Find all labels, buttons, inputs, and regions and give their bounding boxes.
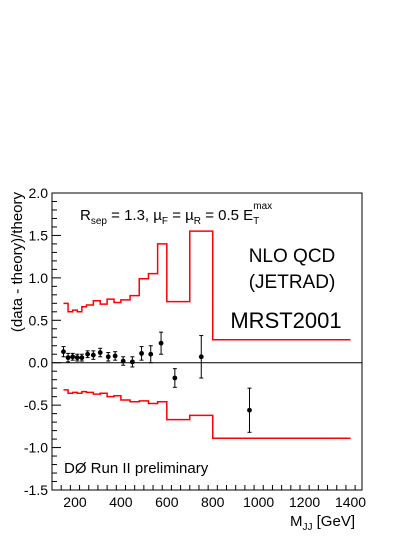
data-point bbox=[70, 352, 76, 361]
data-point bbox=[79, 353, 85, 362]
data-point bbox=[74, 353, 80, 362]
data-marker bbox=[112, 353, 118, 359]
upper-uncertainty-band bbox=[63, 230, 351, 341]
data-point bbox=[247, 387, 252, 433]
data-points bbox=[61, 331, 252, 433]
y-tick-label: 0.0 bbox=[29, 355, 49, 371]
data-marker bbox=[247, 407, 252, 413]
data-point bbox=[198, 335, 204, 379]
y-axis-ticks: -1.5 -1.0 -0.5 0.0 0.5 1.0 1.5 2.0 bbox=[24, 185, 61, 498]
data-point bbox=[172, 368, 178, 388]
data-marker bbox=[85, 351, 90, 357]
x-axis-ticks: 200 400 600 800 1000 1200 1400 bbox=[51, 485, 366, 510]
parameter-annotation: Rsep = 1.3, µF = µR = 0.5 ETmax bbox=[80, 201, 272, 227]
data-point bbox=[97, 347, 103, 358]
x-tick-label: 1200 bbox=[289, 494, 320, 510]
data-point bbox=[148, 345, 154, 364]
data-marker bbox=[74, 355, 80, 361]
lower-uncertainty-band bbox=[63, 389, 351, 439]
data-point bbox=[105, 352, 111, 362]
theory-uncertainty-bands bbox=[63, 230, 351, 439]
x-tick-label: 1000 bbox=[243, 494, 274, 510]
plot-frame bbox=[51, 192, 363, 491]
data-point bbox=[129, 356, 135, 368]
x-tick-label: 600 bbox=[155, 494, 179, 510]
data-marker bbox=[65, 355, 71, 361]
data-marker bbox=[148, 351, 154, 357]
data-marker bbox=[79, 355, 85, 361]
pdf-label: MRST2001 bbox=[230, 308, 341, 333]
x-tick-label: 1400 bbox=[335, 494, 366, 510]
y-tick-label: 0.5 bbox=[29, 312, 49, 328]
data-marker bbox=[97, 350, 103, 355]
data-marker bbox=[129, 359, 135, 365]
data-marker bbox=[105, 354, 111, 360]
y-tick-label: 2.0 bbox=[29, 185, 49, 201]
y-axis-label: (data - theory)/theory bbox=[9, 192, 26, 333]
data-marker bbox=[158, 340, 164, 346]
y-tick-label: 1.0 bbox=[29, 270, 49, 286]
experiment-label: DØ Run II preliminary bbox=[64, 460, 209, 477]
data-marker bbox=[139, 350, 144, 356]
data-marker bbox=[90, 352, 96, 358]
y-tick-label: -1.5 bbox=[24, 482, 48, 498]
data-marker bbox=[198, 354, 204, 360]
y-tick-label: -1.0 bbox=[24, 440, 48, 456]
data-marker bbox=[61, 349, 66, 355]
data-point bbox=[158, 331, 164, 355]
y-tick-label: -0.5 bbox=[24, 397, 48, 413]
data-point bbox=[120, 356, 126, 366]
theory-label: NLO QCD bbox=[249, 246, 336, 267]
data-point bbox=[61, 346, 66, 358]
data-marker bbox=[70, 354, 76, 360]
x-axis-label: MJJ [GeV] bbox=[290, 513, 355, 533]
generator-label: (JETRAD) bbox=[249, 272, 336, 293]
data-point bbox=[65, 352, 71, 363]
y-tick-label: 1.5 bbox=[29, 227, 49, 243]
data-marker bbox=[172, 375, 178, 381]
x-tick-label: 800 bbox=[201, 494, 225, 510]
data-point bbox=[85, 350, 90, 359]
x-tick-label: 400 bbox=[109, 494, 133, 510]
data-point bbox=[139, 346, 144, 361]
x-tick-label: 200 bbox=[63, 494, 87, 510]
data-marker bbox=[120, 358, 126, 364]
data-point bbox=[90, 350, 96, 360]
data-point bbox=[112, 351, 118, 361]
